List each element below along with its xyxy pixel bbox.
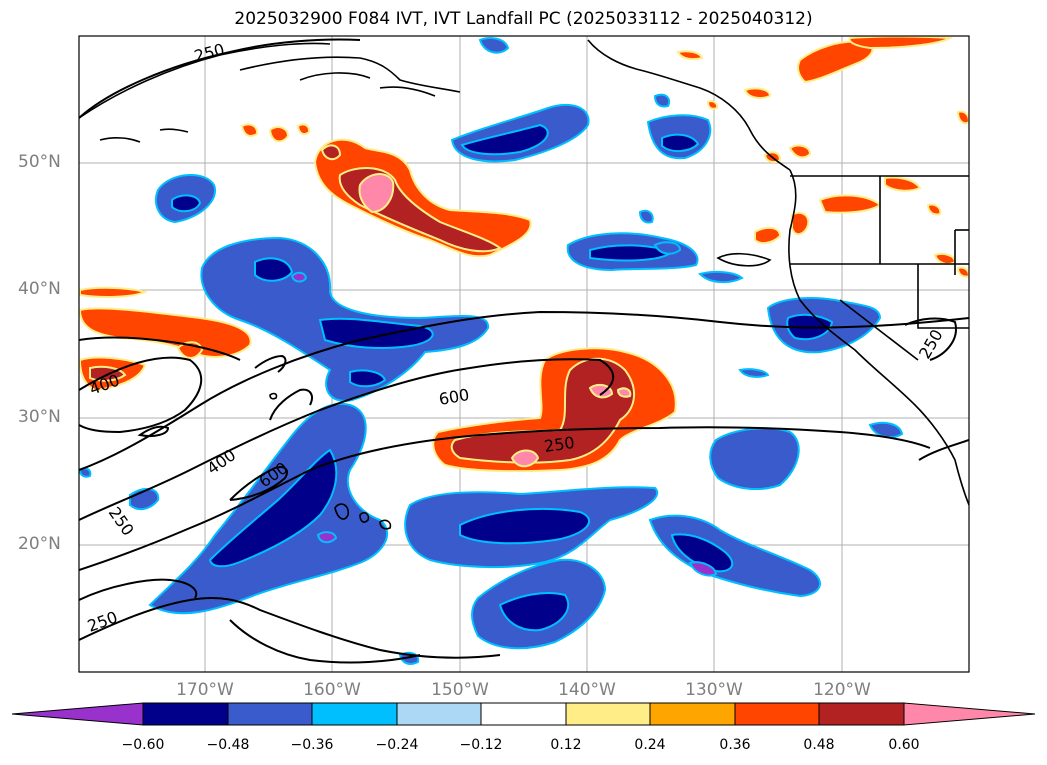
colorbar-segment — [480, 702, 567, 726]
colorbar-tick-label: −0.24 — [375, 737, 419, 753]
lon-label: 120°W — [813, 680, 871, 700]
lon-label: 160°W — [303, 680, 361, 700]
contour-label: 250 — [105, 503, 138, 539]
contour-label: 250 — [543, 433, 576, 456]
colorbar-segment — [311, 702, 398, 726]
colorbar-segment — [396, 702, 482, 726]
lat-label: 50°N — [18, 152, 61, 172]
contour-label: 400 — [203, 445, 239, 478]
colorbar-segment — [565, 702, 651, 726]
lon-label: 170°W — [176, 680, 234, 700]
colorbar-segment — [649, 702, 736, 726]
colorbar-extend-low — [11, 702, 144, 726]
colorbar-tick-label: 0.48 — [803, 737, 835, 753]
colorbar-segment — [227, 702, 313, 726]
positive-ivt-fields — [79, 36, 969, 473]
colorbar-segment — [142, 702, 229, 726]
colorbar-tick-label: 0.24 — [634, 737, 666, 753]
colorbar-tick-label: −0.12 — [459, 737, 503, 753]
colorbar-segment — [734, 702, 820, 726]
ivt-contours — [79, 38, 969, 664]
colorbar-tick-label: −0.60 — [121, 737, 165, 753]
colorbar-segment — [818, 702, 905, 726]
contour-label: 600 — [437, 385, 470, 409]
colorbar-tick-label: 0.60 — [888, 737, 920, 753]
contour-label: 250 — [915, 326, 947, 362]
colorbar-extend-high — [903, 702, 1036, 726]
lon-label: 130°W — [685, 680, 743, 700]
contour-label: 250 — [192, 40, 226, 66]
lon-label: 140°W — [558, 680, 616, 700]
map-title: 2025032900 F084 IVT, IVT Landfall PC (20… — [234, 9, 813, 29]
contour-label: 250 — [85, 607, 120, 635]
lat-label: 30°N — [18, 407, 61, 427]
colorbar-tick-label: −0.48 — [206, 737, 250, 753]
colorbar-tick-label: −0.36 — [290, 737, 334, 753]
lon-label: 150°W — [431, 680, 489, 700]
colorbar — [11, 702, 1036, 726]
negative-ivt-fields — [79, 37, 904, 665]
lat-label: 20°N — [18, 534, 61, 554]
colorbar-tick-label: 0.36 — [719, 737, 751, 753]
colorbar-tick-label: 0.12 — [550, 737, 582, 753]
map-frame — [78, 35, 970, 673]
lat-label: 40°N — [18, 279, 61, 299]
